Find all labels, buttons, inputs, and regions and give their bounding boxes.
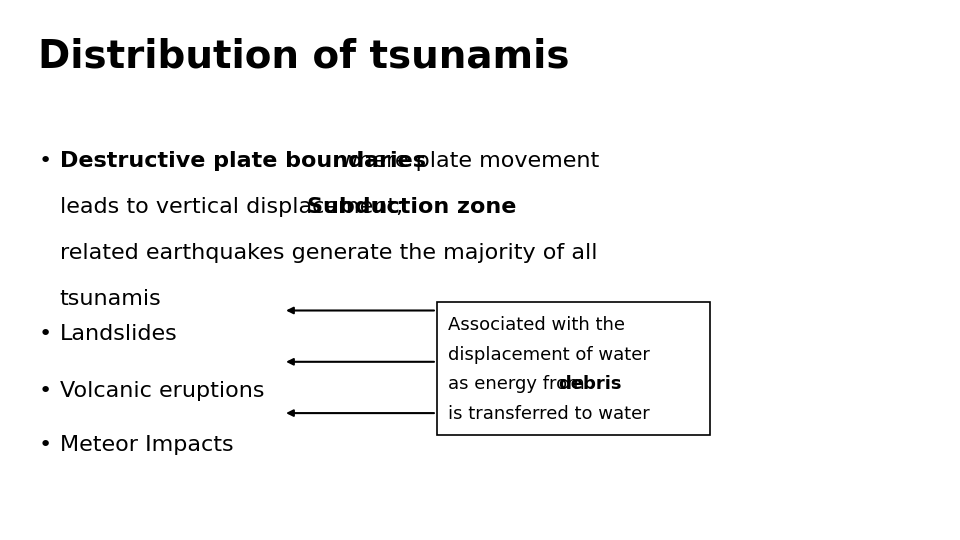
Text: leads to vertical displacement;: leads to vertical displacement; — [60, 197, 410, 217]
Text: •: • — [38, 151, 52, 171]
Text: where plate movement: where plate movement — [333, 151, 599, 171]
Text: is transferred to water: is transferred to water — [448, 405, 650, 423]
Text: Landslides: Landslides — [60, 324, 178, 344]
Text: debris: debris — [559, 375, 622, 393]
Text: displacement of water: displacement of water — [448, 346, 650, 363]
Text: Distribution of tsunamis: Distribution of tsunamis — [38, 38, 570, 76]
Text: Meteor Impacts: Meteor Impacts — [60, 435, 233, 455]
Text: •: • — [38, 381, 52, 401]
Text: related earthquakes generate the majority of all: related earthquakes generate the majorit… — [60, 243, 597, 263]
Text: Subduction zone: Subduction zone — [307, 197, 516, 217]
Text: •: • — [38, 435, 52, 455]
Text: Destructive plate boundaries: Destructive plate boundaries — [60, 151, 425, 171]
Text: •: • — [38, 324, 52, 344]
Text: as energy from: as energy from — [448, 375, 590, 393]
Text: Volcanic eruptions: Volcanic eruptions — [60, 381, 264, 401]
FancyBboxPatch shape — [437, 302, 710, 435]
Text: Associated with the: Associated with the — [448, 316, 625, 334]
Text: tsunamis: tsunamis — [60, 289, 161, 309]
